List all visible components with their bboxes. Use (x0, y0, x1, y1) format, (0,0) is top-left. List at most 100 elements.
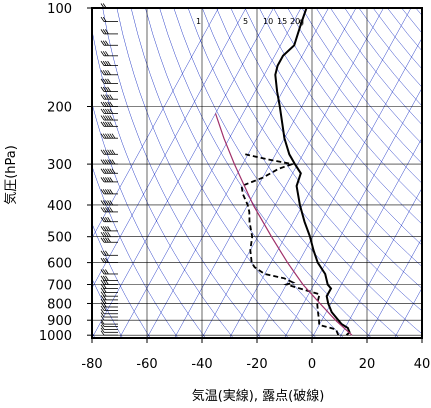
wind-barb-feather (109, 133, 114, 139)
wind-barb-feather (100, 275, 105, 281)
wind-barb-feather (107, 159, 111, 165)
wind-barb (100, 283, 118, 289)
dry-adiabat-line (92, 102, 206, 338)
wind-barb-feather (107, 207, 111, 213)
wind-barb-feather (102, 149, 107, 155)
wind-barb-feather (100, 226, 105, 232)
wind-barb-feather (100, 94, 105, 100)
wind-barb-feather (111, 168, 116, 174)
y-tick-label: 300 (47, 158, 72, 173)
wind-barb (100, 40, 118, 46)
isotherm-gridlines (92, 8, 422, 338)
wind-barb-feather (107, 231, 111, 237)
wind-barb-feather (102, 226, 107, 232)
mixing-ratio-label: 10 (263, 17, 273, 26)
wind-barb-feather (105, 78, 109, 84)
wind-barb-feather (109, 177, 114, 183)
wind-barb-feather (105, 121, 109, 127)
wind-barb-feather (105, 149, 109, 155)
wind-barb-feather (107, 237, 111, 243)
isotherm-skew-line (92, 8, 274, 338)
dewpoint-line (240, 153, 340, 336)
wind-barb (100, 70, 118, 76)
wind-barb-feather (105, 237, 109, 243)
wind-barb-feather (111, 149, 116, 155)
wind-barb (100, 121, 118, 127)
wind-barb (100, 189, 118, 195)
mixing-ratio-label: 20 (290, 17, 300, 26)
wind-barb-feather (107, 86, 111, 92)
wind-barb (100, 29, 118, 35)
wind-barb-feather (107, 70, 111, 76)
wind-barb-feather (100, 324, 105, 330)
wind-barb-feather (100, 302, 105, 308)
wind-barb-feather (105, 217, 109, 222)
wind-barb-feather (107, 177, 111, 183)
wind-barb-feather (100, 51, 105, 57)
temperature-line (274, 8, 351, 336)
wind-barb-feather (100, 29, 105, 35)
dry-adiabat-line (92, 277, 123, 338)
wind-barb-feather (105, 231, 109, 237)
wind-barb-feather (100, 279, 105, 285)
wind-barb (100, 177, 118, 183)
wind-barb (100, 101, 118, 107)
wind-barb-feather (102, 217, 107, 222)
wind-barb (100, 324, 118, 330)
wind-barb (100, 159, 118, 165)
wind-barb-feather (102, 70, 107, 76)
wind-barb (100, 231, 118, 238)
wind-barb-feather (105, 108, 109, 114)
wind-barb (100, 149, 118, 155)
wind-barb (100, 309, 118, 315)
wind-barb (100, 133, 118, 139)
wind-barb-feather (102, 231, 107, 237)
dry-adiabat-line (301, 8, 422, 164)
wind-barb-feather (100, 269, 105, 275)
mixing-ratio-label: 5 (243, 17, 248, 26)
wind-barb-feather (107, 168, 111, 174)
wind-barb-feather (100, 217, 105, 222)
dry-adiabat-line (415, 8, 422, 16)
x-tick-label: 40 (414, 357, 431, 372)
y-tick-label: 800 (47, 297, 72, 312)
wind-barb-feather (105, 51, 109, 57)
wind-barb-feather (100, 149, 105, 155)
wind-barb (100, 275, 118, 281)
isotherm-skew-line (119, 8, 302, 338)
wind-barb-feather (102, 86, 107, 92)
wind-barb-feather (105, 133, 109, 139)
parcel-line (214, 113, 353, 336)
wind-barb-feather (102, 207, 107, 213)
wind-barb-feather (109, 168, 114, 174)
wind-barb-feather (100, 121, 105, 127)
dry-adiabat-line (130, 8, 317, 338)
dry-adiabat-line (287, 8, 422, 184)
isotherm-skew-line (256, 37, 422, 338)
y-tick-label: 200 (47, 100, 72, 115)
y-tick-label: 100 (47, 2, 72, 17)
wind-barb-feather (109, 101, 114, 107)
wind-barb (100, 226, 118, 232)
wind-barb-feather (102, 283, 107, 289)
wind-barb-feather (109, 121, 114, 127)
wind-barb-feather (102, 16, 107, 22)
wind-barb-feather (102, 94, 107, 100)
wind-barb-feather (102, 275, 107, 281)
x-tick-label: -80 (81, 357, 102, 372)
wind-barb-feather (102, 237, 107, 243)
wind-barb (100, 16, 118, 22)
y-tick-label: 500 (47, 231, 72, 246)
wind-barb-feather (100, 295, 105, 301)
wind-barb-feather (100, 319, 105, 325)
wind-barb-feather (107, 149, 111, 155)
x-tick-label: 0 (308, 357, 316, 372)
wind-barb-feather (102, 60, 107, 66)
dry-adiabat-line (344, 8, 422, 107)
wind-barb-feather (100, 283, 105, 289)
dry-adiabat-line (145, 8, 345, 338)
wind-barb-feather (102, 121, 107, 127)
isotherm-skew-line (174, 8, 357, 338)
wind-barb-feather (102, 133, 107, 139)
